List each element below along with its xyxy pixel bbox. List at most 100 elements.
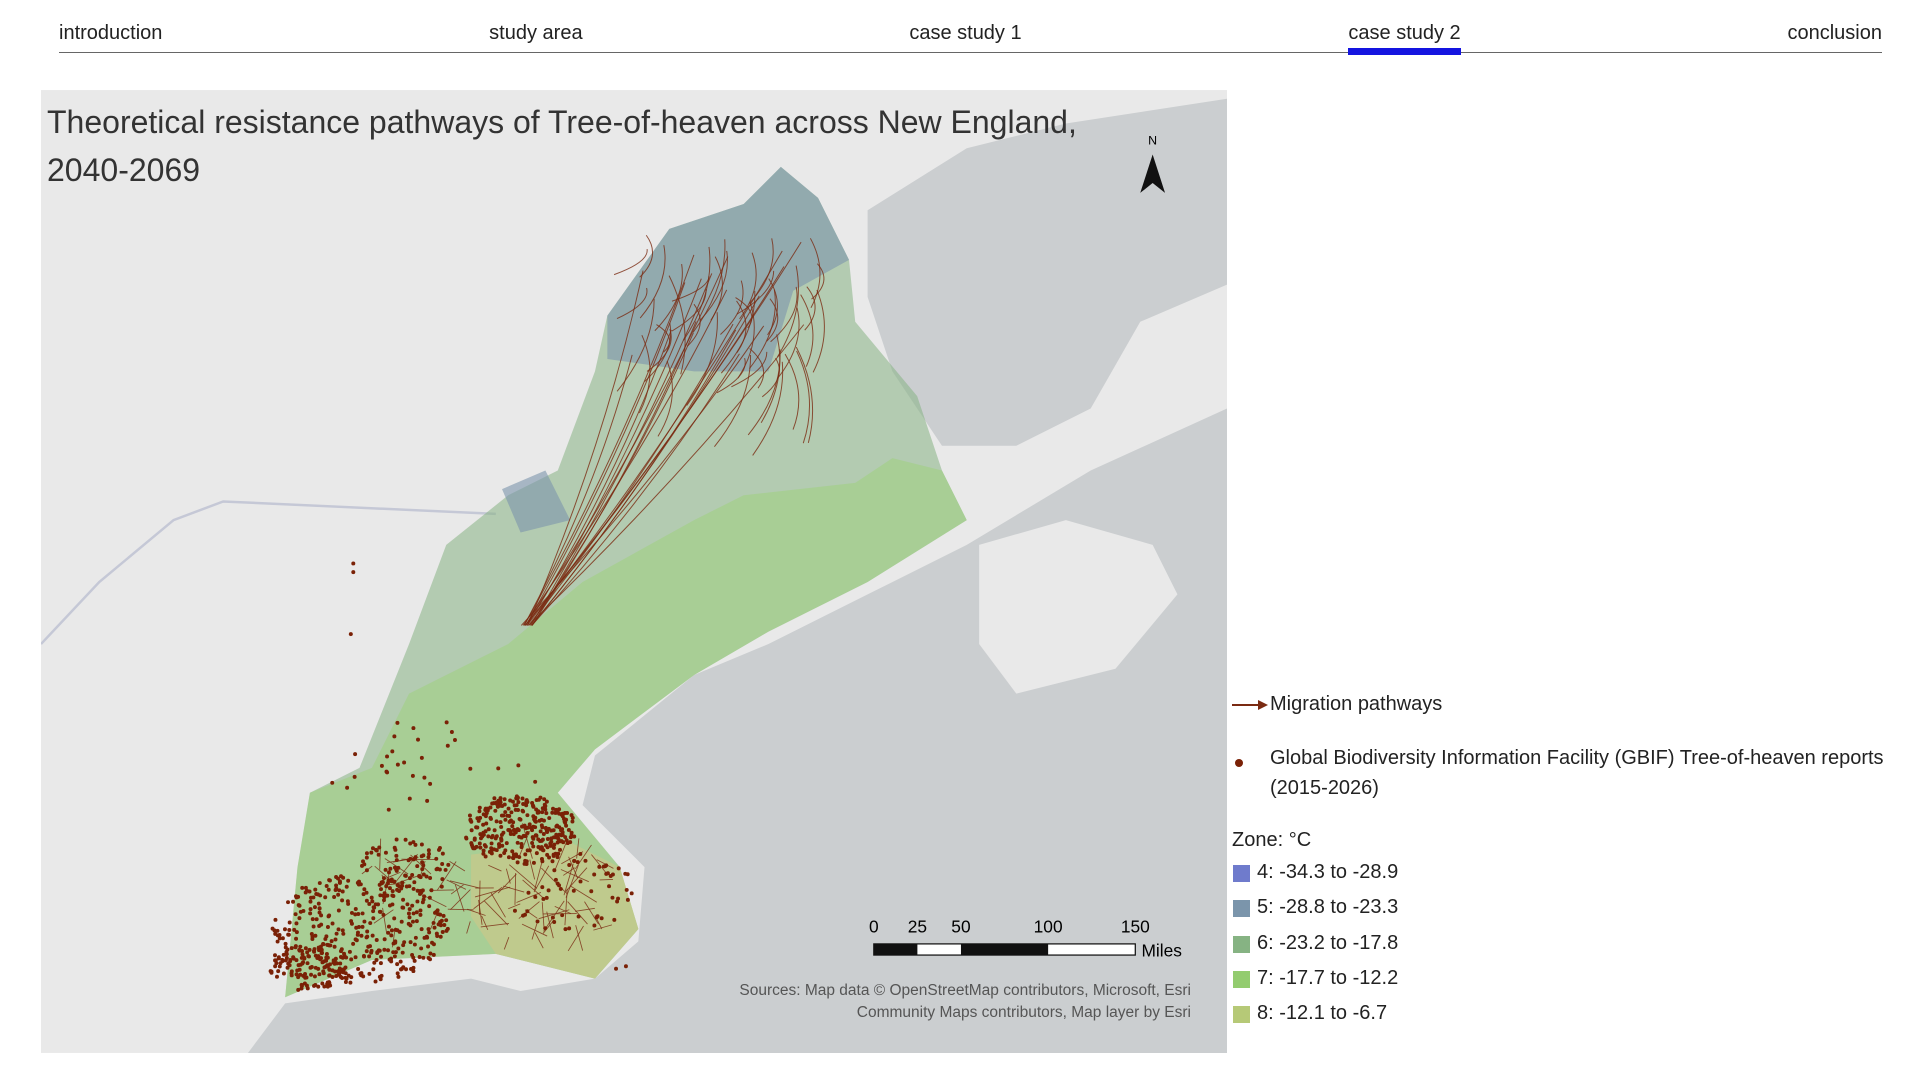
pathway <box>686 303 701 347</box>
gbif-dot <box>393 950 398 955</box>
gbif-dot <box>540 837 545 842</box>
gbif-dot <box>392 734 397 739</box>
pathway <box>644 322 672 382</box>
gbif-dot <box>482 843 487 848</box>
pathway <box>574 907 595 912</box>
gbif-dot <box>402 760 407 765</box>
gbif-dot <box>291 956 296 961</box>
gbif-dot <box>337 880 342 885</box>
gbif-dot <box>439 918 444 923</box>
gbif-dot <box>559 827 564 832</box>
gbif-dot <box>400 880 405 885</box>
gbif-dot <box>395 971 400 976</box>
nav-item[interactable]: study area <box>489 22 583 44</box>
gbif-dot <box>361 892 366 897</box>
gbif-dot <box>438 912 443 917</box>
gbif-dot <box>576 914 581 919</box>
pathway <box>466 921 471 934</box>
gbif-dot <box>396 974 401 979</box>
gbif-dot <box>510 855 515 860</box>
gbif-dot <box>539 823 544 828</box>
gbif-dot <box>332 944 337 949</box>
gbif-dot <box>548 841 553 846</box>
gbif-dot <box>467 813 472 818</box>
gbif-dot <box>421 863 426 868</box>
gbif-dot <box>435 908 440 913</box>
gbif-dot <box>555 823 560 828</box>
pathway <box>576 838 580 859</box>
gbif-dot <box>291 899 296 904</box>
gbif-dot <box>358 882 363 887</box>
gbif-reports <box>268 561 634 992</box>
gbif-dot <box>369 895 374 900</box>
gbif-dot <box>433 910 437 915</box>
gbif-dot <box>392 916 397 921</box>
map-sources: Sources: Map data © OpenStreetMap contri… <box>739 980 1191 1024</box>
gbif-dot <box>481 822 486 827</box>
gbif-dot <box>483 854 488 859</box>
gbif-dot <box>411 840 416 845</box>
gbif-dot <box>329 939 334 944</box>
gbif-dot <box>269 970 274 975</box>
gbif-dot <box>286 932 291 937</box>
zone-swatch <box>1233 970 1250 988</box>
gbif-dot <box>395 762 400 767</box>
gbif-dot <box>422 775 427 780</box>
gbif-dot <box>543 843 548 848</box>
gbif-dot <box>277 932 282 937</box>
gbif-dot <box>494 819 499 824</box>
nav-item[interactable]: case study 1 <box>909 22 1022 44</box>
gbif-dot <box>512 908 517 913</box>
gbif-dot <box>273 964 278 969</box>
gbif-dot <box>427 904 432 909</box>
gbif-dot <box>419 890 424 895</box>
gbif-dot <box>520 796 525 801</box>
gbif-dot <box>320 960 325 965</box>
gbif-dot <box>305 950 310 955</box>
gbif-dot <box>340 898 345 903</box>
gbif-dot <box>404 967 409 972</box>
gbif-dot <box>386 807 391 812</box>
gbif-dot <box>336 892 341 897</box>
gbif-dot <box>327 878 332 883</box>
gbif-dot <box>316 901 321 906</box>
gbif-dot <box>413 842 418 847</box>
gbif-dot <box>375 951 380 955</box>
gbif-dot <box>401 905 406 910</box>
gbif-dot <box>486 834 491 839</box>
gbif-dot <box>407 915 412 920</box>
zone-swatch <box>1233 865 1250 882</box>
gbif-dot <box>349 910 354 915</box>
gbif-dot <box>395 962 400 967</box>
gbif-dot <box>307 947 312 952</box>
gbif-dot <box>541 896 546 901</box>
gbif-dot <box>308 907 313 912</box>
gbif-dot <box>512 828 516 833</box>
gbif-dot <box>340 928 345 933</box>
gbif-dot <box>449 730 454 735</box>
gbif-dot <box>510 799 515 804</box>
gbif-dot <box>299 955 304 960</box>
gbif-dot <box>274 961 279 966</box>
gbif-dot <box>422 894 427 899</box>
gbif-dot <box>515 840 520 845</box>
gbif-dot <box>616 866 621 871</box>
gbif-dot <box>312 905 317 910</box>
gbif-dot <box>330 974 335 979</box>
nav-item[interactable]: case study 2 <box>1348 20 1461 55</box>
gbif-dot <box>550 915 555 920</box>
gbif-dot <box>300 885 305 890</box>
gbif-dot <box>417 955 422 959</box>
gbif-dot <box>321 942 326 946</box>
nav-item[interactable]: introduction <box>59 22 163 44</box>
gbif-dot <box>330 921 335 926</box>
gbif-dot <box>605 871 610 876</box>
pathway <box>569 885 597 903</box>
nav-item[interactable]: conclusion <box>1787 22 1882 44</box>
gbif-dot <box>509 810 514 815</box>
pathway <box>554 905 572 915</box>
gbif-dot <box>420 867 425 872</box>
gbif-dot <box>485 806 490 811</box>
gbif-dot <box>300 952 305 957</box>
gbif-dot <box>526 890 531 895</box>
